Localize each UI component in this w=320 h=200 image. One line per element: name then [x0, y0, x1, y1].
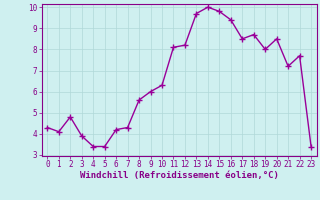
X-axis label: Windchill (Refroidissement éolien,°C): Windchill (Refroidissement éolien,°C)	[80, 171, 279, 180]
